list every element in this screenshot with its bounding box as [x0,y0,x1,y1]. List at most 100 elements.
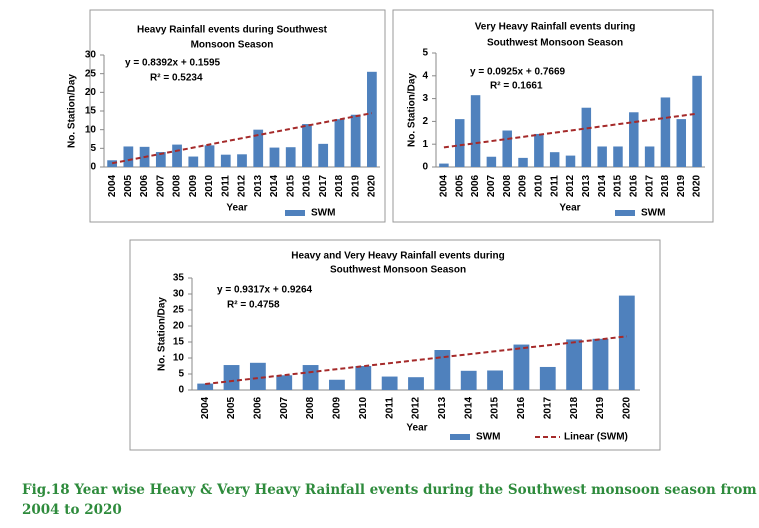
x-tick-label: 2009 [188,174,199,197]
bar [565,155,576,167]
equation: y = 0.8392x + 0.1595 [125,58,221,69]
legend-label: SWM [476,432,500,443]
trend-line [443,112,698,149]
y-tick-label: 30 [85,50,97,61]
legend-label: SWM [311,208,335,219]
chart-border [392,9,714,223]
bar [107,160,117,167]
equation: y = 0.9317x + 0.9264 [217,285,313,296]
y-tick-label: 20 [173,321,185,332]
caption-line: Fig.18 Year wise Heavy & Very Heavy Rain… [22,482,757,498]
x-tick-label: 2014 [463,396,474,419]
x-tick-label: 2005 [226,396,237,419]
bar [269,147,280,167]
bar [237,154,247,167]
bar [381,376,398,390]
bar [487,370,503,390]
bar [660,97,671,167]
x-tick-label: 2004 [200,396,211,419]
bar [318,143,329,167]
bar [188,156,199,167]
x-tick-label: 2010 [358,396,369,419]
x-tick-label: 2016 [516,396,527,419]
chart-title: Heavy Rainfall events during Southwest [137,25,328,36]
bar [518,157,528,167]
y-tick-label: 5 [178,369,184,380]
legend-label: SWM [641,208,665,219]
legend-swatch [285,210,305,216]
x-tick-label: 2012 [565,174,576,197]
bar [513,344,530,390]
x-tick-label: 2010 [533,174,544,197]
x-tick-label: 2006 [470,174,481,197]
y-axis-label: No. Station/Day [67,74,78,148]
y-tick-label: 5 [90,143,96,154]
bar [439,163,449,167]
bar [302,124,312,167]
x-tick-label: 2017 [318,174,329,197]
x-tick-label: 2020 [621,396,632,419]
bar [204,145,215,167]
bar [539,366,556,390]
bar [676,119,687,167]
bar [329,379,345,390]
bar [597,146,607,167]
bar [334,119,345,167]
x-tick-label: 2008 [172,174,183,197]
chart-title: Southwest Monsoon Season [330,265,466,276]
bar [502,130,512,167]
x-tick-label: 2017 [542,396,553,419]
x-tick-label: 2011 [549,175,560,197]
y-tick-label: 5 [422,48,428,59]
y-tick-label: 0 [422,162,428,173]
chart-title: Southwest Monsoon Season [487,38,623,49]
bar [434,350,451,390]
y-tick-label: 15 [173,337,185,348]
y-tick-label: 30 [173,289,185,300]
equation: R² = 0.1661 [490,81,543,92]
x-tick-label: 2014 [269,174,280,197]
bar [155,152,166,167]
x-tick-label: 2006 [253,396,264,419]
x-tick-label: 2019 [350,174,361,197]
x-tick-label: 2013 [437,396,448,419]
bar [197,383,214,390]
chart-title: Heavy and Very Heavy Rainfall events dur… [291,251,504,262]
x-tick-label: 2009 [332,396,343,419]
y-tick-label: 0 [90,162,96,173]
chart-border [89,9,386,223]
bar [253,129,264,167]
x-tick-label: 2011 [384,397,395,419]
bar [123,146,134,167]
legend-swatch [450,434,470,440]
x-tick-label: 2018 [334,174,345,197]
chart-title: Monsoon Season [191,40,274,51]
x-tick-label: 2013 [253,174,264,197]
equation: R² = 0.4758 [227,300,280,311]
x-tick-label: 2019 [676,174,687,197]
equation: R² = 0.5234 [150,73,203,84]
x-tick-label: 2016 [628,174,639,197]
bar [460,370,477,390]
bar [644,146,655,167]
x-tick-label: 2012 [411,396,422,419]
bar [285,147,296,167]
x-tick-label: 2007 [279,396,290,419]
y-tick-label: 2 [422,116,428,127]
x-tick-label: 2005 [123,174,134,197]
y-tick-label: 1 [422,139,428,150]
x-tick-label: 2004 [439,174,450,197]
trend-line [205,335,627,386]
bar [629,112,639,167]
x-tick-label: 2010 [204,174,215,197]
x-tick-label: 2020 [692,174,703,197]
x-tick-label: 2015 [490,396,501,419]
x-tick-label: 2013 [581,174,592,197]
bar [302,365,319,390]
x-axis-label: Year [406,423,427,434]
equation: y = 0.0925x + 0.7669 [470,67,566,78]
bar [220,154,231,167]
bar [249,362,266,390]
x-tick-label: 2016 [302,174,313,197]
